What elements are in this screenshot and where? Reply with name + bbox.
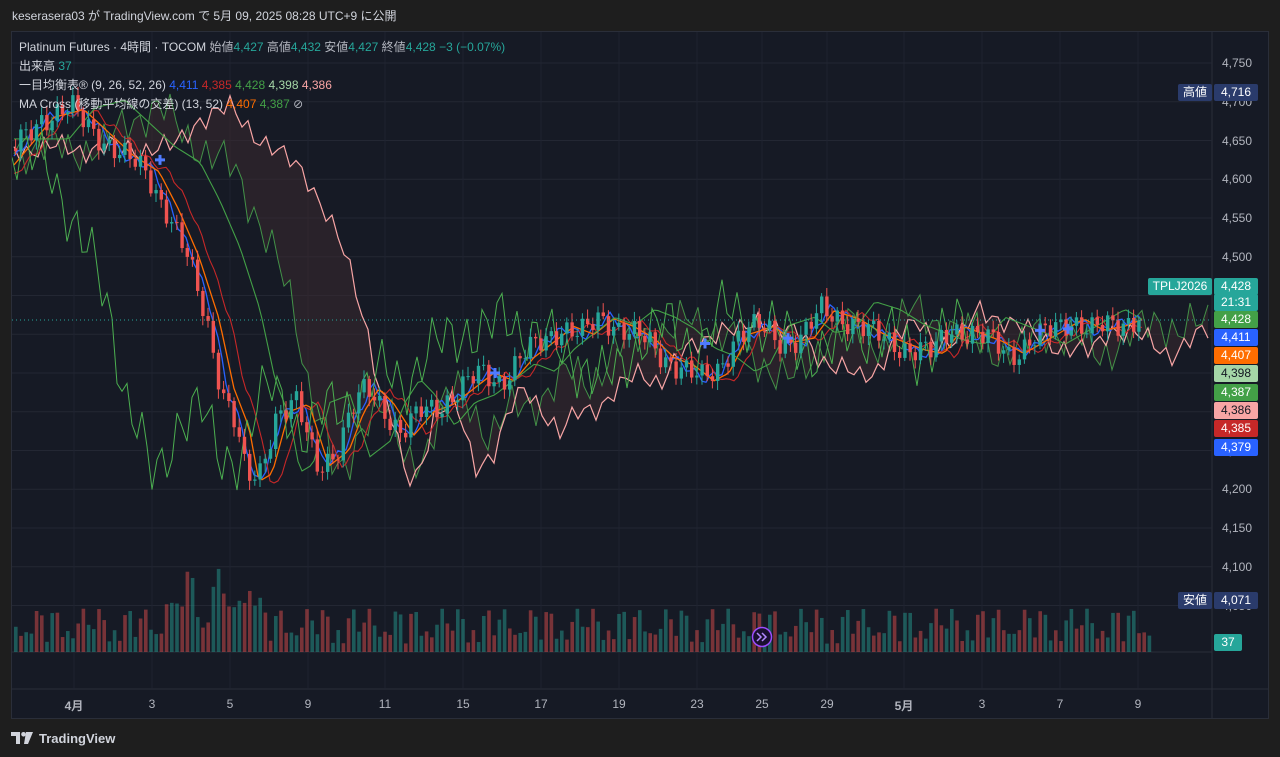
ma-long-value: 4,387 [259, 97, 290, 111]
tradingview-logo-icon [11, 732, 33, 744]
volume-label: 出来高 [19, 59, 56, 73]
time-tick: 9 [1134, 697, 1142, 711]
time-tick: 17 [534, 697, 548, 711]
time-tick: 3 [148, 697, 156, 711]
time-tick: 3 [978, 697, 986, 711]
price-tick: 4,550 [1222, 211, 1253, 225]
ohlc-low-value: 4,427 [348, 40, 379, 54]
ichimoku-label: 一目均衡表® (9, 26, 52, 26) [19, 78, 166, 92]
low-tag: 安値 [1178, 592, 1212, 609]
time-tick: 23 [690, 697, 704, 711]
price-tick: 4,600 [1222, 172, 1253, 187]
price-tick: 4,200 [1222, 482, 1253, 497]
ichimoku-span-b-value: 4,386 [301, 78, 332, 92]
span-a-label: 4,398 [1214, 365, 1258, 382]
legend-macross-row[interactable]: MA Cross (移動平均線の交差) (13, 52) 4,407 4,387… [19, 95, 505, 114]
price-tick: 4,500 [1222, 249, 1253, 264]
volume-axis-label: 37 [1214, 634, 1242, 651]
span-b-label: 4,386 [1214, 402, 1258, 419]
time-tick: 5 [226, 697, 234, 711]
symbol-title: Platinum Futures · 4時間 · TOCOM [19, 40, 207, 54]
ma-short-label: 4,407 [1214, 347, 1258, 364]
ichimoku-base-value: 4,385 [201, 78, 232, 92]
time-tick: 5月 [894, 699, 914, 713]
base-line-label: 4,385 [1214, 420, 1258, 437]
time-tick: 11 [378, 697, 392, 711]
footer-brand[interactable]: TradingView [11, 728, 115, 748]
ohlc-high-value: 4,432 [290, 40, 321, 54]
conversion-line-label: 4,411 [1214, 329, 1258, 346]
countdown-label: 21:31 [1214, 294, 1258, 311]
price-change: −3 (−0.07%) [439, 40, 506, 54]
price-tick: 4,150 [1222, 521, 1253, 535]
ichimoku-lagging-label: 4,428 [1214, 311, 1258, 328]
last-price-label: 4,428 [1214, 278, 1258, 295]
ma-short-value: 4,407 [226, 97, 257, 111]
low-value-label: 4,071 [1214, 592, 1258, 609]
time-tick: 19 [612, 697, 626, 711]
eye-off-icon[interactable]: ⊘ [293, 97, 304, 111]
ohlc-open-value: 4,427 [233, 40, 264, 54]
ohlc-close-value: 4,428 [405, 40, 436, 54]
time-tick: 29 [820, 697, 834, 711]
time-tick: 7 [1056, 697, 1064, 711]
symbol-tag: TPLJ2026 [1148, 278, 1212, 295]
legend-ichimoku-row[interactable]: 一目均衡表® (9, 26, 52, 26) 4,411 4,385 4,428… [19, 76, 505, 95]
price-tick: 4,100 [1222, 559, 1253, 574]
volume-value: 37 [58, 59, 72, 73]
legend-volume-row[interactable]: 出来高 37 [19, 57, 505, 76]
ohlc-low-label: 安値 [324, 40, 349, 54]
ichimoku-conversion-value: 4,411 [169, 78, 199, 92]
macross-label: MA Cross (移動平均線の交差) (13, 52) [19, 97, 224, 111]
price-tick: 4,750 [1222, 56, 1253, 70]
conversion-alt-label: 4,379 [1214, 439, 1258, 456]
ichimoku-span-a-value: 4,398 [268, 78, 299, 92]
replay-forward-icon[interactable] [751, 626, 773, 648]
high-value-label: 4,716 [1214, 84, 1258, 101]
ohlc-open-label: 始値 [209, 40, 234, 54]
footer-brand-text: TradingView [39, 730, 116, 746]
ohlc-high-label: 高値 [266, 40, 291, 54]
legend-symbol-row[interactable]: Platinum Futures · 4時間 · TOCOM 始値4,427 高… [19, 38, 505, 57]
publish-line: keserasera03 が TradingView.com で 5月 09, … [12, 9, 397, 23]
time-tick: 25 [755, 697, 769, 711]
time-tick: 4月 [64, 699, 84, 713]
publish-info: keserasera03 が TradingView.com で 5月 09, … [0, 0, 1280, 32]
ohlc-close-label: 終値 [381, 40, 406, 54]
high-tag: 高値 [1178, 84, 1212, 101]
chart-legend: Platinum Futures · 4時間 · TOCOM 始値4,427 高… [19, 38, 505, 114]
time-tick: 15 [456, 697, 470, 711]
time-tick: 9 [304, 697, 312, 711]
price-tick: 4,650 [1222, 133, 1253, 148]
ma-long-label: 4,387 [1214, 384, 1258, 401]
ichimoku-lagging-value: 4,428 [235, 78, 266, 92]
